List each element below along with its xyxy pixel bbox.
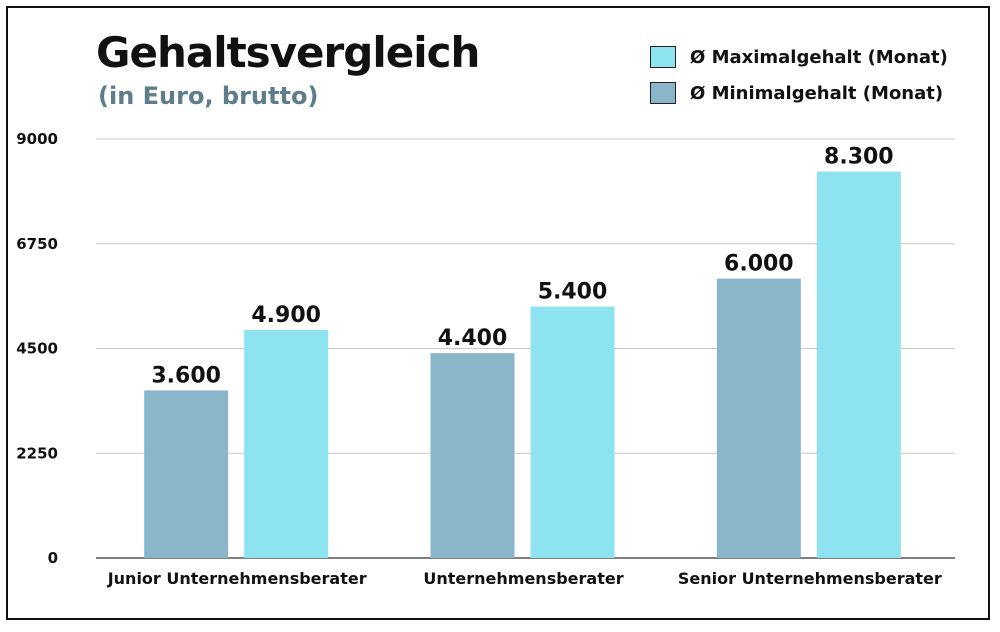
legend-label-min: Ø Minimalgehalt (Monat): [690, 82, 944, 104]
legend: Ø Maximalgehalt (Monat) Ø Minimalgehalt …: [650, 44, 948, 116]
y-tick-label: 4500: [16, 340, 58, 358]
x-category-label: Junior Unternehmensberater: [107, 569, 367, 588]
bar: [144, 390, 229, 558]
chart-title: Gehaltsvergleich: [96, 28, 480, 77]
y-tick-label: 6750: [16, 235, 58, 253]
data-label: 8.300: [824, 145, 894, 170]
x-category-label: Unternehmensberater: [423, 569, 623, 588]
bar: [816, 171, 901, 559]
legend-item-max: Ø Maximalgehalt (Monat): [650, 44, 948, 70]
y-tick-label: 2250: [16, 444, 58, 462]
data-label: 4.400: [438, 326, 508, 351]
legend-item-min: Ø Minimalgehalt (Monat): [650, 80, 948, 106]
legend-swatch-min: [650, 82, 676, 104]
data-label: 3.600: [151, 363, 221, 388]
legend-label-max: Ø Maximalgehalt (Monat): [690, 46, 948, 68]
bar: [716, 278, 801, 558]
bar: [244, 329, 329, 558]
legend-swatch-max: [650, 46, 676, 68]
y-tick-label: 0: [48, 549, 58, 567]
bar: [430, 353, 515, 558]
y-tick-label: 9000: [16, 130, 58, 148]
x-category-label: Senior Unternehmensberater: [678, 569, 942, 588]
data-label: 4.900: [251, 303, 321, 328]
bar: [530, 306, 615, 558]
data-label: 6.000: [724, 252, 794, 277]
chart-subtitle: (in Euro, brutto): [98, 82, 319, 110]
data-label: 5.400: [538, 280, 608, 305]
